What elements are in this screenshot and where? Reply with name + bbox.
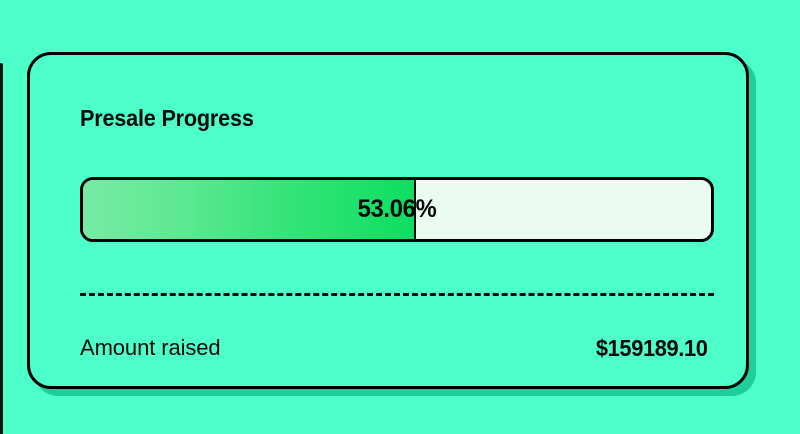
adjacent-card-edge [0,63,3,434]
presale-progress-bar: 53.06% [80,177,714,242]
progress-percent-label: 53.06% [357,195,437,223]
progress-bar-fill [83,180,417,239]
amount-raised-value: $159189.10 [596,334,708,361]
amount-raised-label: Amount raised [80,335,221,360]
presale-progress-card: Presale Progress 53.06% Amount raised $1… [27,52,749,389]
dashed-divider [80,293,714,296]
card-content: Presale Progress 53.06% Amount raised $1… [30,55,746,386]
amount-raised-row: Amount raised $159189.10 [80,332,708,364]
page-title: Presale Progress [80,105,254,131]
